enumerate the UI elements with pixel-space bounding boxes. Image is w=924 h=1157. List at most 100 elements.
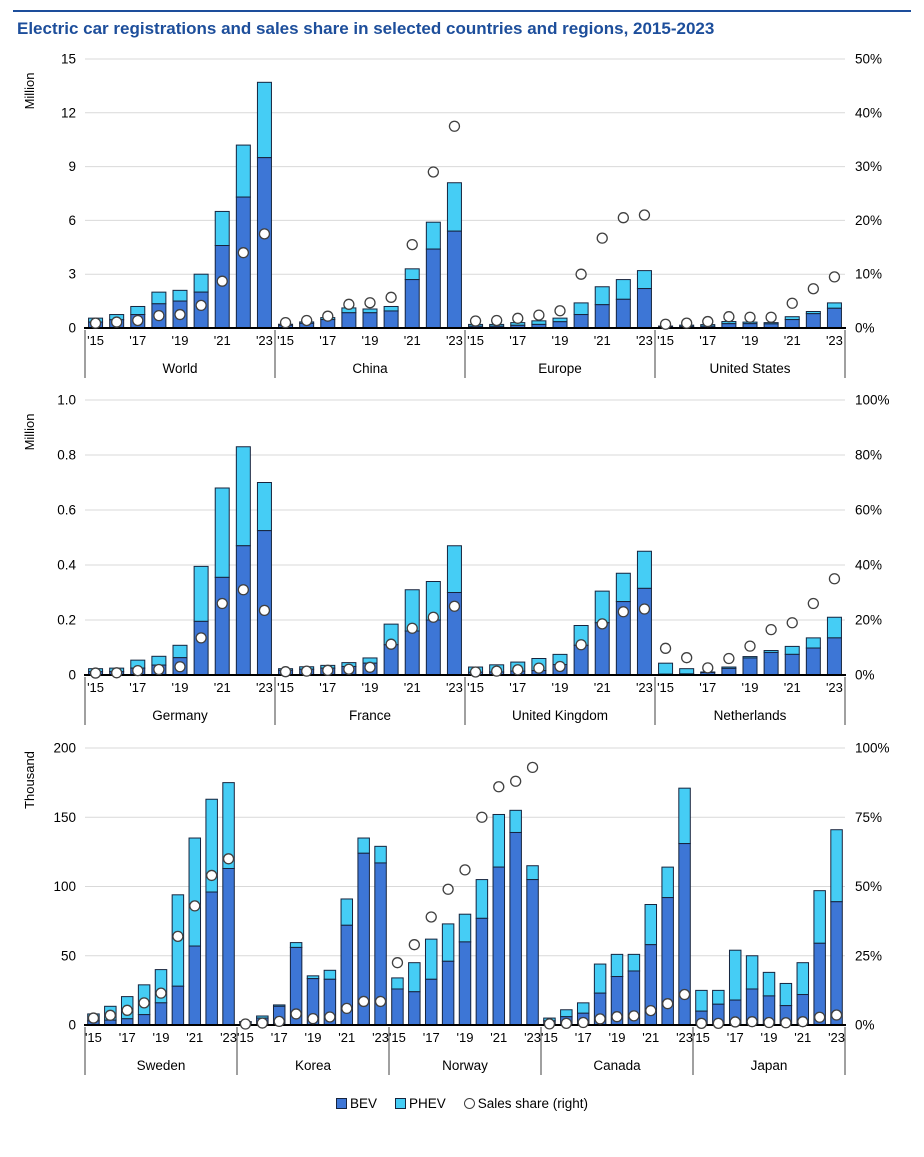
sales-share-marker [258,604,271,617]
sales-share-marker [301,665,313,677]
phev-bar [172,644,188,659]
bev-bar [222,867,235,1026]
sales-share-marker [322,664,334,676]
sales-share-marker [307,1012,319,1025]
sales-share-marker [279,316,292,329]
year-tick-label: '15 [277,333,294,348]
bev-bar [573,314,589,329]
sales-share-marker [172,930,184,943]
left-axis-tick-label: 0.6 [57,503,76,518]
year-tick-label: '15 [389,1030,406,1045]
phev-bar [636,550,652,589]
chart-panel-middle: 0 0.2 0.4 0.6 0.8 1.0 0% 20% 40% 60% 80% 100% Millio… [22,393,890,725]
year-tick-label: '17 [509,333,526,348]
left-axis-unit-label: Thousand [22,751,37,809]
right-axis-tick-label: 10% [855,267,882,282]
sales-share-marker [560,1017,572,1029]
phev-bar [492,813,506,868]
right-axis-tick-label: 50% [855,52,882,67]
sales-share-marker [596,232,608,244]
sales-share-marker [678,988,691,1001]
sales-share-marker [174,661,186,673]
right-axis-tick-label: 50% [855,879,882,894]
sales-share-marker [807,597,819,610]
group-label: World [162,361,197,376]
sales-share-marker [526,761,539,774]
phev-bar [679,668,695,675]
bev-bar [763,651,779,676]
phev-bar [661,866,674,899]
year-tick-label: '23 [636,680,653,695]
phev-bar [151,655,167,666]
year-tick-label: '23 [446,680,463,695]
sales-share-marker [153,663,165,676]
legend-item-sales-share: Sales share (right) [463,1096,588,1111]
right-axis-tick-label: 20% [855,213,882,228]
phev-bar [235,446,251,547]
bev-bar [805,647,821,676]
sales-share-marker [459,864,471,876]
bev-bar [441,960,455,1026]
phev-bar [256,482,272,532]
year-tick-label: '17 [699,680,716,695]
right-axis-tick-label: 40% [855,558,882,573]
sales-share-marker [111,667,123,679]
phev-bar [289,942,303,948]
sales-share-marker [448,600,461,612]
sales-share-marker [324,1011,336,1023]
sales-share-marker [237,247,249,259]
year-tick-label: '21 [186,1030,203,1045]
phev-bar [552,317,568,323]
phev-bar [193,273,209,293]
sales-share-marker [216,597,228,610]
year-tick-label: '23 [676,1030,693,1045]
sales-share-marker [797,1016,809,1028]
phev-bar [762,971,776,997]
phev-bar [593,963,607,994]
legend-item-bev: BEV [335,1096,377,1111]
phev-swatch-icon [394,1098,406,1109]
right-axis-tick-label: 0% [855,321,875,336]
sales-share-marker [681,652,693,664]
group-label: Germany [152,708,208,723]
sales-share-marker [617,606,629,618]
bev-bar [509,831,522,1026]
year-tick-label: '15 [467,680,484,695]
sales-share-marker [543,1018,556,1030]
phev-bar [594,286,610,306]
phev-bar [323,969,337,980]
bev-bar [784,319,800,329]
sales-share-marker [343,663,355,675]
bev-bar [235,545,251,676]
year-tick-label: '21 [338,1030,355,1045]
year-tick-label: '15 [541,1030,558,1045]
sales-share-marker [364,661,376,673]
bev-bar [826,307,842,329]
bev-bar [341,312,357,329]
year-tick-label: '21 [404,680,421,695]
sales-share-marker [374,995,387,1008]
chart-area: 0 3 6 9 12 15 0% 10% 20% 30% 40% 50% Million World '15… [0,45,924,1080]
year-tick-label: '15 [85,1030,102,1045]
year-tick-label: '15 [467,333,484,348]
group-label: Europe [538,361,582,376]
bev-bar [446,230,462,329]
sales-share-marker [195,299,207,312]
phev-bar [526,865,539,881]
sales-share-marker [206,869,218,882]
year-tick-label: '21 [214,680,231,695]
year-tick-label: '21 [594,333,611,348]
year-tick-label: '23 [636,333,653,348]
sales-share-marker [358,995,370,1008]
bev-bar [784,653,800,676]
sales-share-marker [807,283,819,295]
legend-item-phev: PHEV [394,1096,446,1111]
sales-share-marker [104,1009,116,1021]
year-tick-label: '21 [214,333,231,348]
year-tick-label: '17 [319,680,336,695]
phev-bar [362,308,378,314]
sales-share-marker [702,662,714,674]
sales-share-marker [195,632,207,644]
right-axis-tick-label: 40% [855,105,882,120]
phev-bar [374,845,387,864]
